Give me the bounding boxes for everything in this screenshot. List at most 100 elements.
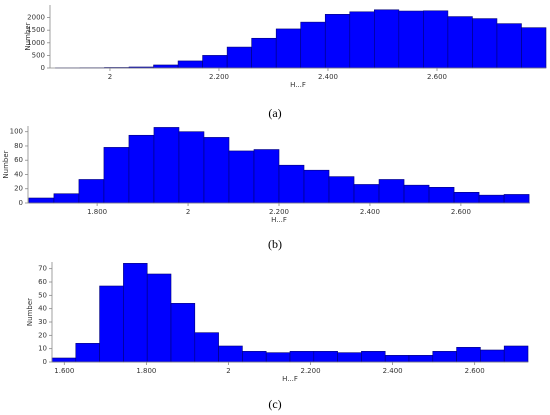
bar <box>78 179 105 204</box>
bar <box>194 332 219 363</box>
x-tick-label: 1.600 <box>54 367 74 375</box>
bar <box>447 16 473 69</box>
bar <box>349 11 375 69</box>
bar <box>337 352 362 363</box>
bar <box>456 347 481 363</box>
bar <box>153 64 179 69</box>
bar <box>170 303 196 363</box>
y-tick-label: 2000 <box>27 14 45 22</box>
x-tick-label: 2 <box>226 367 230 375</box>
y-tick-label: 1500 <box>27 26 45 34</box>
bar <box>378 179 405 204</box>
bar <box>153 127 180 204</box>
y-tick-label: 0 <box>43 358 47 366</box>
bar <box>146 273 172 363</box>
y-tick-label: 60 <box>38 278 47 286</box>
bar <box>103 147 130 204</box>
y-tick-label: 10 <box>38 345 47 353</box>
y-axis-label: Number <box>24 22 32 50</box>
y-tick-label: 100 <box>10 128 23 136</box>
bar <box>361 351 386 363</box>
bar <box>403 184 430 204</box>
x-tick-label: 2 <box>108 73 112 81</box>
bar <box>428 187 455 204</box>
y-tick-label: 500 <box>32 51 45 59</box>
bar <box>278 164 305 204</box>
y-tick-label: 0 <box>19 199 23 207</box>
y-axis-label: Number <box>26 298 34 326</box>
bar <box>203 137 230 204</box>
bar <box>472 18 498 69</box>
x-axis-label: H...F <box>290 81 306 89</box>
bar <box>384 355 410 363</box>
bar <box>408 355 434 363</box>
bar <box>226 46 252 69</box>
x-axis-label: H...F <box>271 216 287 224</box>
caption: (c) <box>268 397 281 411</box>
bar <box>28 197 55 204</box>
bar <box>99 285 124 363</box>
x-tick-label: 2.600 <box>465 367 485 375</box>
bar <box>398 10 424 69</box>
y-tick-label: 40 <box>38 305 47 313</box>
bar <box>496 23 522 69</box>
bar <box>324 14 351 69</box>
bar <box>480 349 505 363</box>
bar <box>177 60 203 69</box>
bar <box>75 343 100 363</box>
x-tick-label: 1.800 <box>136 367 156 375</box>
y-tick-label: 20 <box>38 331 47 339</box>
x-tick-label: 2.600 <box>451 208 471 216</box>
caption: (b) <box>268 237 282 251</box>
y-axis-label: Number <box>2 150 10 178</box>
bar <box>453 192 480 204</box>
x-tick-label: 2 <box>186 208 190 216</box>
y-tick-label: 0 <box>41 64 45 72</box>
x-tick-label: 2.600 <box>427 73 447 81</box>
bar <box>353 184 380 204</box>
x-tick-label: 1.800 <box>87 208 107 216</box>
bar <box>275 28 302 69</box>
bar <box>218 345 243 363</box>
x-tick-label: 2.200 <box>269 208 289 216</box>
bar <box>521 27 547 69</box>
bar <box>478 194 505 204</box>
bar <box>123 263 148 363</box>
x-tick-label: 2.200 <box>209 73 229 81</box>
bar <box>432 351 457 363</box>
bar <box>228 150 255 204</box>
x-tick-label: 2.400 <box>360 208 380 216</box>
y-tick-label: 50 <box>38 291 47 299</box>
bar <box>289 351 315 363</box>
bar <box>313 351 338 363</box>
x-axis-label: H...F <box>282 375 298 383</box>
y-tick-label: 70 <box>38 265 47 273</box>
bar <box>374 9 400 69</box>
x-tick-label: 2.200 <box>300 367 320 375</box>
bar <box>253 149 280 204</box>
y-tick-label: 40 <box>14 170 23 178</box>
y-tick-label: 1000 <box>27 39 45 47</box>
bar <box>53 193 80 204</box>
bar <box>178 131 205 204</box>
y-tick-label: 80 <box>14 142 23 150</box>
x-tick-label: 2.400 <box>318 73 338 81</box>
bar <box>242 351 267 363</box>
bar <box>423 10 449 69</box>
bar <box>128 134 155 204</box>
caption: (a) <box>268 106 281 120</box>
bar <box>503 194 530 204</box>
y-tick-label: 30 <box>38 318 47 326</box>
bar <box>51 357 77 363</box>
bar <box>265 352 291 363</box>
bar <box>328 176 355 204</box>
y-tick-label: 60 <box>14 156 23 164</box>
bar <box>503 345 529 363</box>
x-tick-label: 2.400 <box>383 367 403 375</box>
bar <box>303 169 330 204</box>
bar <box>251 37 277 69</box>
y-tick-label: 20 <box>14 185 23 193</box>
bar <box>300 21 326 69</box>
bar <box>202 55 228 69</box>
